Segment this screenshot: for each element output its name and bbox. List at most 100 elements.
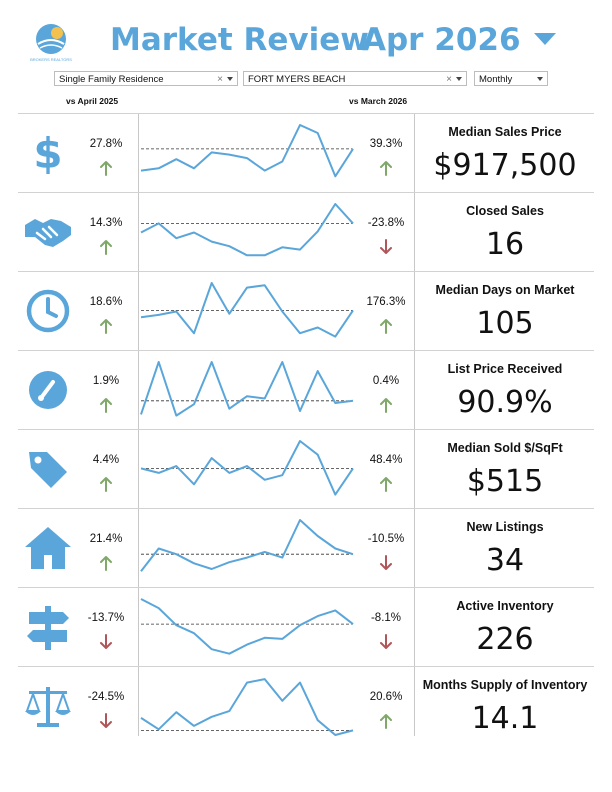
metric-value: $515 xyxy=(466,464,544,499)
arrow-up-icon xyxy=(379,397,393,413)
trend-line xyxy=(140,598,354,655)
metric-title: New Listings xyxy=(466,520,544,534)
arrow-down-icon xyxy=(379,555,393,571)
period-dropdown-icon[interactable] xyxy=(534,33,556,45)
trend-sparkline xyxy=(140,678,354,736)
metric-value: 14.1 xyxy=(471,701,539,736)
trend-line xyxy=(140,519,354,572)
yoy-change: 14.3% xyxy=(89,217,123,229)
chevron-down-icon[interactable] xyxy=(537,77,543,81)
trend-sparkline xyxy=(140,361,354,417)
arrow-up-icon xyxy=(379,713,393,729)
mom-change: 48.4% xyxy=(369,454,403,466)
metric-value: 105 xyxy=(476,306,534,341)
metric-title: Months Supply of Inventory xyxy=(422,678,588,692)
yoy-change: -13.7% xyxy=(87,612,125,624)
area-select[interactable]: FORT MYERS BEACH × xyxy=(243,71,467,86)
chevron-down-icon[interactable] xyxy=(456,77,462,81)
scale-icon xyxy=(25,687,71,727)
metric-title: Closed Sales xyxy=(466,204,544,218)
tag-icon xyxy=(29,452,67,488)
yoy-change: -24.5% xyxy=(87,691,125,703)
metric-row: 1.9% 0.4% List Price Received 90.9% xyxy=(18,350,594,430)
metric-title: Median Sales Price xyxy=(448,125,562,139)
mom-change: -8.1% xyxy=(370,612,402,624)
metric-value: 90.9% xyxy=(457,385,553,420)
arrow-up-icon xyxy=(99,318,113,334)
trend-sparkline xyxy=(140,203,354,257)
trend-line xyxy=(140,440,354,496)
trend-line xyxy=(140,678,354,736)
metric-row: 21.4% -10.5% New Listings 34 xyxy=(18,508,594,588)
clock-icon xyxy=(26,289,70,333)
metric-value: 226 xyxy=(476,622,534,657)
metric-title: Median Sold $/SqFt xyxy=(447,441,563,455)
house-icon xyxy=(25,527,71,569)
mom-change: 176.3% xyxy=(366,296,406,308)
arrow-down-icon xyxy=(379,634,393,650)
yoy-change: 1.9% xyxy=(92,375,120,387)
trend-sparkline xyxy=(140,519,354,572)
metric-row: 14.3% -23.8% Closed Sales 16 xyxy=(18,192,594,272)
trend-sparkline xyxy=(140,598,354,655)
yoy-column-header: vs April 2025 xyxy=(66,96,119,106)
metric-row: $27.8% 39.3% Median Sales Price $917,500 xyxy=(18,113,594,193)
arrow-down-icon xyxy=(379,239,393,255)
arrow-up-icon xyxy=(379,160,393,176)
mom-change: -23.8% xyxy=(367,217,405,229)
trend-sparkline xyxy=(140,440,354,496)
metric-row: 18.6% 176.3% Median Days on Market 105 xyxy=(18,271,594,351)
arrow-up-icon xyxy=(99,160,113,176)
metric-title: Median Days on Market xyxy=(435,283,575,297)
chevron-down-icon[interactable] xyxy=(227,77,233,81)
metric-value: 16 xyxy=(485,227,525,262)
gauge-icon xyxy=(29,371,67,409)
dollar-icon: $ xyxy=(33,129,62,178)
clear-icon[interactable]: × xyxy=(446,74,452,85)
metric-title: List Price Received xyxy=(447,362,563,376)
area-value: FORT MYERS BEACH xyxy=(248,74,346,85)
mom-change: 39.3% xyxy=(369,138,403,150)
period-selector-label[interactable]: Apr 2026 xyxy=(362,22,521,58)
metric-value: 34 xyxy=(485,543,525,578)
yoy-change: 27.8% xyxy=(89,138,123,150)
signpost-icon xyxy=(27,606,69,650)
trend-line xyxy=(140,203,354,257)
yoy-change: 21.4% xyxy=(89,533,123,545)
page-title: Market Review xyxy=(110,22,369,58)
sparkline-left-divider xyxy=(138,113,139,736)
trend-line xyxy=(140,124,354,178)
arrow-up-icon xyxy=(99,476,113,492)
mom-column-header: vs March 2026 xyxy=(349,96,408,106)
metric-value: $917,500 xyxy=(433,148,577,183)
frequency-value: Monthly xyxy=(479,74,513,85)
arrow-up-icon xyxy=(379,318,393,334)
metric-row: 4.4% 48.4% Median Sold $/SqFt $515 xyxy=(18,429,594,509)
mom-change: -10.5% xyxy=(367,533,405,545)
arrow-up-icon xyxy=(99,555,113,571)
arrow-down-icon xyxy=(99,713,113,729)
yoy-change: 18.6% xyxy=(89,296,123,308)
property-type-value: Single Family Residence xyxy=(59,74,164,85)
metric-row: -24.5% 20.6% Months Supply of Inventory 14.… xyxy=(18,666,594,746)
handshake-icon xyxy=(25,219,71,247)
arrow-up-icon xyxy=(99,239,113,255)
yoy-change: 4.4% xyxy=(92,454,120,466)
arrow-up-icon xyxy=(99,397,113,413)
metric-title: Active Inventory xyxy=(456,599,554,613)
frequency-select[interactable]: Monthly xyxy=(474,71,548,86)
property-type-select[interactable]: Single Family Residence × xyxy=(54,71,238,86)
trend-line xyxy=(140,282,354,338)
metric-row: -13.7% -8.1% Active Inventory 226 xyxy=(18,587,594,667)
svg-text:$: $ xyxy=(33,129,62,178)
arrow-down-icon xyxy=(99,634,113,650)
arrow-up-icon xyxy=(379,476,393,492)
mom-change: 0.4% xyxy=(372,375,400,387)
clear-icon[interactable]: × xyxy=(217,74,223,85)
brokerage-logo: BROKERS REALTORS xyxy=(30,24,72,62)
logo-text: BROKERS REALTORS xyxy=(30,57,72,62)
trend-line xyxy=(140,361,354,417)
trend-sparkline xyxy=(140,124,354,178)
metric-column-divider xyxy=(414,113,415,736)
mom-change: 20.6% xyxy=(369,691,403,703)
